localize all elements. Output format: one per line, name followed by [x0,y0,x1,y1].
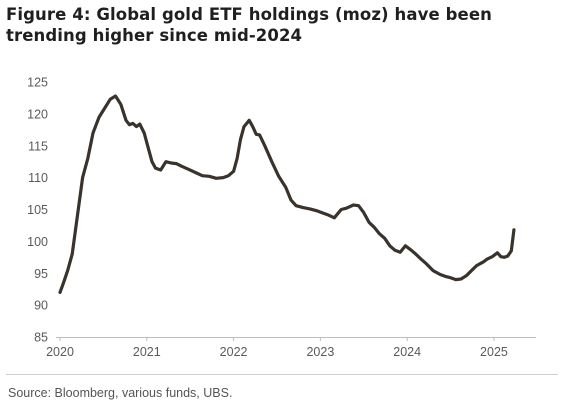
y-tick-label: 95 [34,267,48,281]
y-tick-label: 100 [27,235,48,249]
y-tick-label: 90 [34,299,48,313]
source-note: Source: Bloomberg, various funds, UBS. [8,386,233,400]
y-axis-ticks: 85 90 95 100 105 110 115 120 125 [27,76,48,345]
x-tick-label: 2024 [393,345,421,359]
y-tick-label: 115 [28,139,48,153]
chart-title-line-1: Figure 4: Global gold ETF holdings (moz)… [6,5,492,24]
y-tick-label: 105 [27,203,48,217]
x-tick-label: 2020 [46,345,74,359]
y-tick-label: 110 [28,171,48,185]
x-tick-label: 2023 [306,345,334,359]
chart-title-line-2: trending higher since mid-2024 [6,26,303,45]
x-tick-label: 2025 [480,345,508,359]
y-tick-label: 120 [27,107,48,121]
x-axis-ticks: 2020 2021 2022 2023 2024 2025 [46,337,508,359]
x-tick-label: 2021 [133,345,161,359]
chart-title: Figure 4: Global gold ETF holdings (moz)… [6,4,558,46]
source-divider [6,374,558,375]
y-tick-label: 125 [27,76,48,90]
y-tick-label: 85 [34,331,48,345]
series-line-gold-etf-holdings [58,94,516,294]
x-tick-label: 2022 [220,345,248,359]
